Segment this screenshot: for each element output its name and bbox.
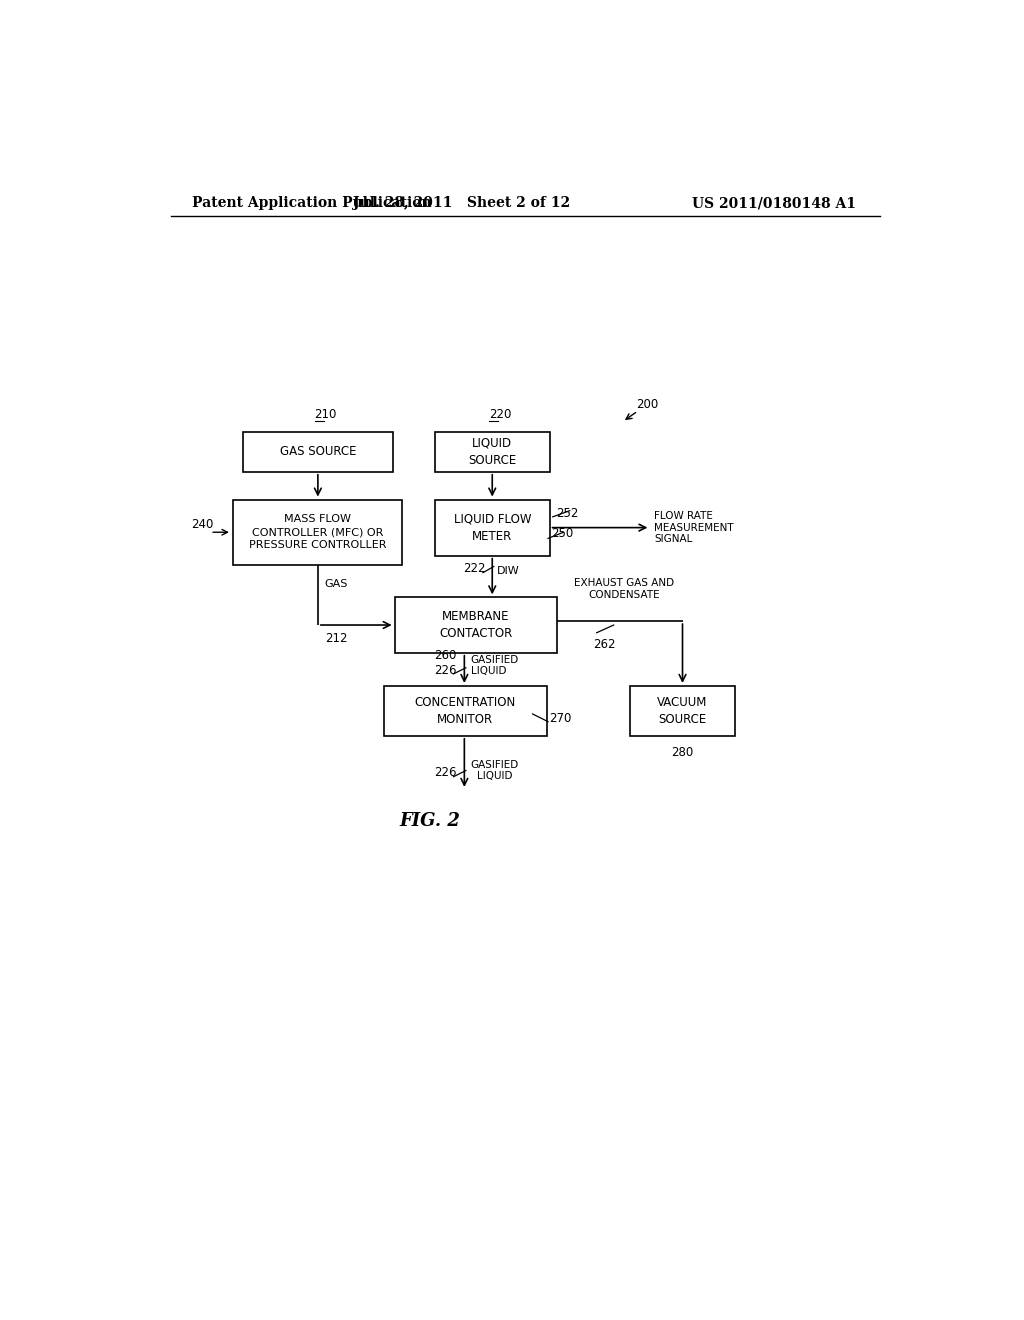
Text: Patent Application Publication: Patent Application Publication (191, 197, 431, 210)
Text: FIG. 2: FIG. 2 (399, 812, 461, 829)
Text: GAS SOURCE: GAS SOURCE (280, 445, 356, 458)
Bar (435, 499, 550, 556)
Text: FLOW RATE
MEASUREMENT
SIGNAL: FLOW RATE MEASUREMENT SIGNAL (654, 511, 734, 544)
Bar (435, 432, 550, 471)
Bar (630, 686, 735, 737)
Text: 270: 270 (550, 711, 572, 725)
Text: LIQUID
SOURCE: LIQUID SOURCE (468, 437, 516, 467)
Text: GASIFIED
LIQUID: GASIFIED LIQUID (471, 760, 519, 781)
Text: 222: 222 (464, 562, 486, 576)
Text: MEMBRANE
CONTACTOR: MEMBRANE CONTACTOR (439, 610, 513, 640)
Text: 210: 210 (314, 408, 337, 421)
Bar (243, 432, 393, 471)
Text: VACUUM
SOURCE: VACUUM SOURCE (657, 696, 708, 726)
Bar (384, 686, 547, 737)
Text: CONCENTRATION
MONITOR: CONCENTRATION MONITOR (415, 696, 516, 726)
Text: 226: 226 (434, 664, 457, 677)
Text: 262: 262 (593, 638, 615, 651)
Text: 226: 226 (434, 767, 457, 779)
Text: MASS FLOW
CONTROLLER (MFC) OR
PRESSURE CONTROLLER: MASS FLOW CONTROLLER (MFC) OR PRESSURE C… (249, 513, 387, 550)
Text: GAS: GAS (324, 579, 347, 589)
Text: 252: 252 (556, 507, 579, 520)
Text: 250: 250 (551, 527, 573, 540)
Text: 260: 260 (434, 649, 457, 661)
Text: DIW: DIW (497, 566, 519, 576)
Text: 240: 240 (190, 517, 213, 531)
Text: 212: 212 (326, 632, 348, 645)
Text: US 2011/0180148 A1: US 2011/0180148 A1 (692, 197, 856, 210)
Text: 200: 200 (636, 399, 658, 412)
Bar (233, 499, 402, 565)
Text: EXHAUST GAS AND
CONDENSATE: EXHAUST GAS AND CONDENSATE (573, 578, 674, 599)
Text: 280: 280 (672, 746, 693, 759)
Text: Jul. 28, 2011   Sheet 2 of 12: Jul. 28, 2011 Sheet 2 of 12 (352, 197, 569, 210)
Bar (394, 597, 557, 652)
Text: LIQUID FLOW
METER: LIQUID FLOW METER (454, 512, 531, 543)
Text: GASIFIED
LIQUID: GASIFIED LIQUID (471, 655, 519, 676)
Text: 220: 220 (488, 408, 511, 421)
